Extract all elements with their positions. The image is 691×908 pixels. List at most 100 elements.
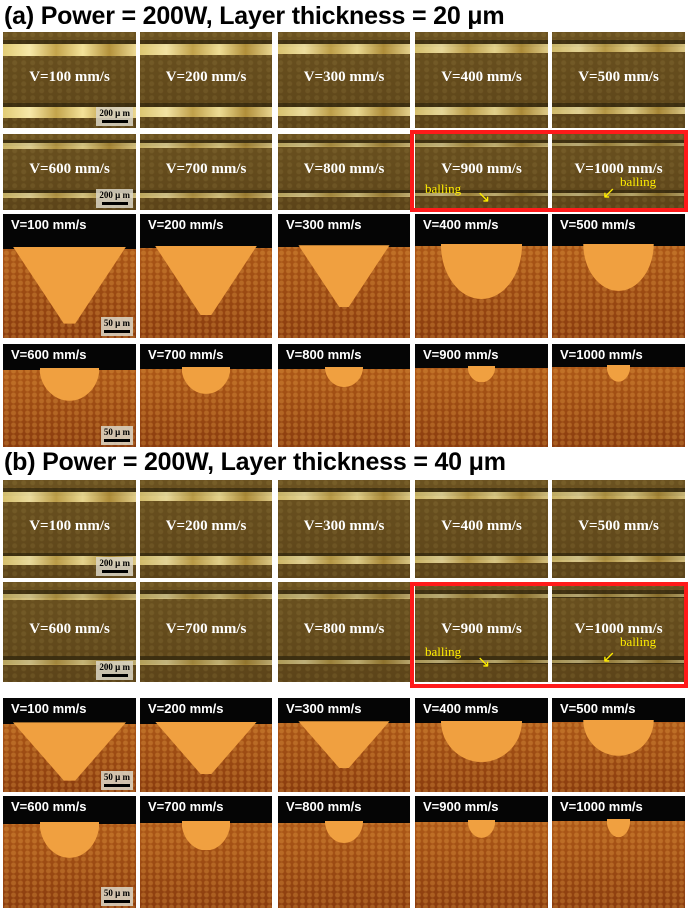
velocity-label: V=600 mm/s bbox=[29, 621, 110, 637]
section-title: (a) Power = 200W, Layer thickness = 20 μ… bbox=[4, 2, 505, 30]
scale-bar-line bbox=[101, 674, 128, 677]
scale-bar: 50 μ m bbox=[100, 771, 133, 790]
scan-track bbox=[3, 556, 136, 566]
scan-track bbox=[415, 43, 548, 53]
velocity-label: V=600 mm/s bbox=[29, 161, 110, 177]
velocity-label: V=400 mm/s bbox=[423, 701, 499, 716]
balling-annotation: balling bbox=[620, 634, 657, 649]
top-view-micrograph: V=800 mm/s bbox=[278, 582, 410, 682]
scale-bar-line bbox=[101, 202, 128, 205]
top-view-micrograph: V=900 mm/s balling ↘ bbox=[415, 134, 548, 210]
melt-pool bbox=[39, 367, 100, 401]
velocity-label: V=1000 mm/s bbox=[574, 161, 663, 177]
velocity-label: V=900 mm/s bbox=[423, 799, 499, 814]
track-edge bbox=[140, 39, 272, 48]
track-edge bbox=[278, 39, 410, 48]
background-mount bbox=[278, 698, 410, 724]
scale-bar-label: 50 μ m bbox=[103, 427, 130, 437]
velocity-label: V=500 mm/s bbox=[560, 701, 636, 716]
arrow-icon: ↘ bbox=[477, 189, 491, 207]
scan-track bbox=[140, 143, 272, 149]
track-edge bbox=[415, 190, 548, 196]
top-view-micrograph: V=600 mm/s 200 μ m bbox=[3, 582, 136, 682]
velocity-label: V=300 mm/s bbox=[303, 69, 385, 85]
melt-pool bbox=[12, 246, 127, 324]
cross-section-micrograph: V=300 mm/s bbox=[278, 698, 410, 792]
scan-track bbox=[3, 193, 136, 199]
background-mount bbox=[140, 698, 272, 724]
track-edge bbox=[140, 656, 272, 664]
scan-track bbox=[415, 193, 548, 197]
track-edge bbox=[3, 656, 136, 664]
background-mount bbox=[552, 344, 685, 368]
velocity-label: V=800 mm/s bbox=[286, 799, 362, 814]
background-mount bbox=[140, 214, 272, 248]
scale-bar-label: 200 μ m bbox=[99, 190, 130, 200]
scale-bar-line bbox=[103, 900, 130, 903]
velocity-label: V=800 mm/s bbox=[303, 161, 385, 177]
background-mount bbox=[278, 796, 410, 823]
scan-track bbox=[278, 556, 410, 564]
track-edge bbox=[415, 487, 548, 496]
track-edge bbox=[3, 487, 136, 496]
scan-track bbox=[415, 106, 548, 116]
scale-bar-line bbox=[103, 784, 130, 787]
velocity-label: V=500 mm/s bbox=[560, 217, 636, 232]
track-edge bbox=[3, 103, 136, 111]
melt-pool bbox=[298, 245, 390, 308]
background-mount bbox=[3, 344, 136, 370]
track-edge bbox=[415, 39, 548, 48]
velocity-label: V=700 mm/s bbox=[148, 799, 224, 814]
track-edge bbox=[140, 552, 272, 560]
cross-section-micrograph: V=800 mm/s bbox=[278, 344, 410, 447]
cross-section-micrograph: V=1000 mm/s bbox=[552, 344, 685, 447]
track-edge bbox=[278, 103, 410, 111]
scan-track bbox=[3, 143, 136, 149]
top-view-micrograph: V=400 mm/s bbox=[415, 32, 548, 128]
cross-section-micrograph: V=700 mm/s bbox=[140, 344, 272, 447]
top-view-micrograph: V=100 mm/s 200 μ m bbox=[3, 32, 136, 128]
background-mount bbox=[278, 344, 410, 369]
velocity-label: V=800 mm/s bbox=[286, 347, 362, 362]
velocity-label: V=400 mm/s bbox=[423, 217, 499, 232]
scale-bar-label: 200 μ m bbox=[99, 558, 130, 568]
cross-section-micrograph: V=100 mm/s 50 μ m bbox=[3, 698, 136, 792]
scan-track bbox=[552, 660, 685, 663]
melt-pool bbox=[324, 366, 364, 388]
cross-section-micrograph: V=600 mm/s 50 μ m bbox=[3, 344, 136, 447]
arrow-icon: ↙ bbox=[602, 185, 616, 203]
melt-pool bbox=[181, 367, 231, 394]
melt-pool bbox=[583, 720, 654, 756]
top-view-micrograph: V=200 mm/s bbox=[140, 480, 272, 578]
velocity-label: V=100 mm/s bbox=[11, 217, 87, 232]
balling-annotation: balling bbox=[425, 181, 462, 197]
scale-bar: 200 μ m bbox=[96, 189, 133, 208]
scan-track bbox=[278, 43, 410, 54]
track-edge bbox=[552, 190, 685, 196]
track-edge bbox=[552, 552, 685, 560]
scan-track bbox=[552, 106, 685, 115]
scan-track bbox=[140, 594, 272, 600]
arrow-icon: ↙ bbox=[602, 649, 616, 666]
background-mount bbox=[415, 796, 548, 822]
track-edge bbox=[552, 656, 685, 664]
scan-track bbox=[278, 491, 410, 501]
scale-bar-label: 50 μ m bbox=[103, 888, 130, 898]
background-mount bbox=[140, 796, 272, 824]
scan-track bbox=[278, 594, 410, 599]
highlight-box bbox=[410, 130, 688, 212]
background-mount bbox=[552, 796, 685, 822]
velocity-label: V=400 mm/s bbox=[441, 518, 522, 534]
track-edge bbox=[3, 190, 136, 196]
cross-section-micrograph: V=100 mm/s 50 μ m bbox=[3, 214, 136, 338]
velocity-label: V=100 mm/s bbox=[11, 701, 87, 716]
melt-pool bbox=[440, 244, 523, 300]
scan-track bbox=[278, 193, 410, 197]
section-title: (b) Power = 200W, Layer thickness = 40 μ… bbox=[4, 448, 506, 476]
top-view-micrograph: V=700 mm/s bbox=[140, 134, 272, 210]
velocity-label: V=400 mm/s bbox=[441, 69, 522, 85]
highlight-box bbox=[410, 582, 688, 688]
scan-track bbox=[3, 594, 136, 601]
melt-pool bbox=[181, 821, 231, 851]
